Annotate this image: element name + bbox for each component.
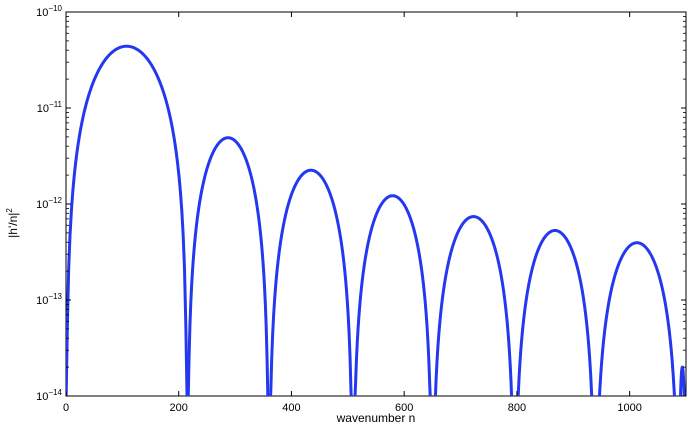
y-tick-label: 10−11	[37, 100, 63, 115]
y-tick-label: 10−12	[36, 196, 62, 211]
y-axis-label-exponent: 2	[5, 208, 14, 213]
y-axis-label-base: |h'/n|	[6, 213, 20, 238]
x-axis-label: wavenumber n	[336, 411, 416, 425]
y-tick-label: 10−14	[36, 388, 62, 403]
ticks-group: 0 200 400 600 800 1000 10−14 10−13 10−12 10−11 10−…	[36, 4, 686, 414]
x-tick-label: 200	[170, 402, 188, 414]
plot-frame	[65, 11, 687, 397]
series-line-lobe	[66, 44, 189, 396]
x-tick-label: 400	[282, 402, 300, 414]
series-line-lobe	[269, 168, 353, 396]
y-tick-label: 10−10	[36, 4, 62, 19]
series-line-lobe	[679, 365, 686, 396]
x-tick-label: 800	[508, 402, 526, 414]
y-axis-label: |h'/n|2	[5, 208, 20, 238]
series-group	[66, 44, 686, 396]
x-tick-label: 600	[395, 402, 413, 414]
series-line-lobe	[597, 241, 676, 396]
y-tick-label: 10−13	[36, 292, 62, 307]
x-tick-label: 1000	[617, 402, 641, 414]
series-line-lobe	[353, 194, 432, 396]
x-tick-label: 0	[63, 402, 69, 414]
plot-area	[65, 11, 687, 397]
series-line-lobe	[516, 228, 594, 396]
series-line-lobe	[186, 136, 270, 396]
series-line-lobe	[433, 215, 514, 396]
